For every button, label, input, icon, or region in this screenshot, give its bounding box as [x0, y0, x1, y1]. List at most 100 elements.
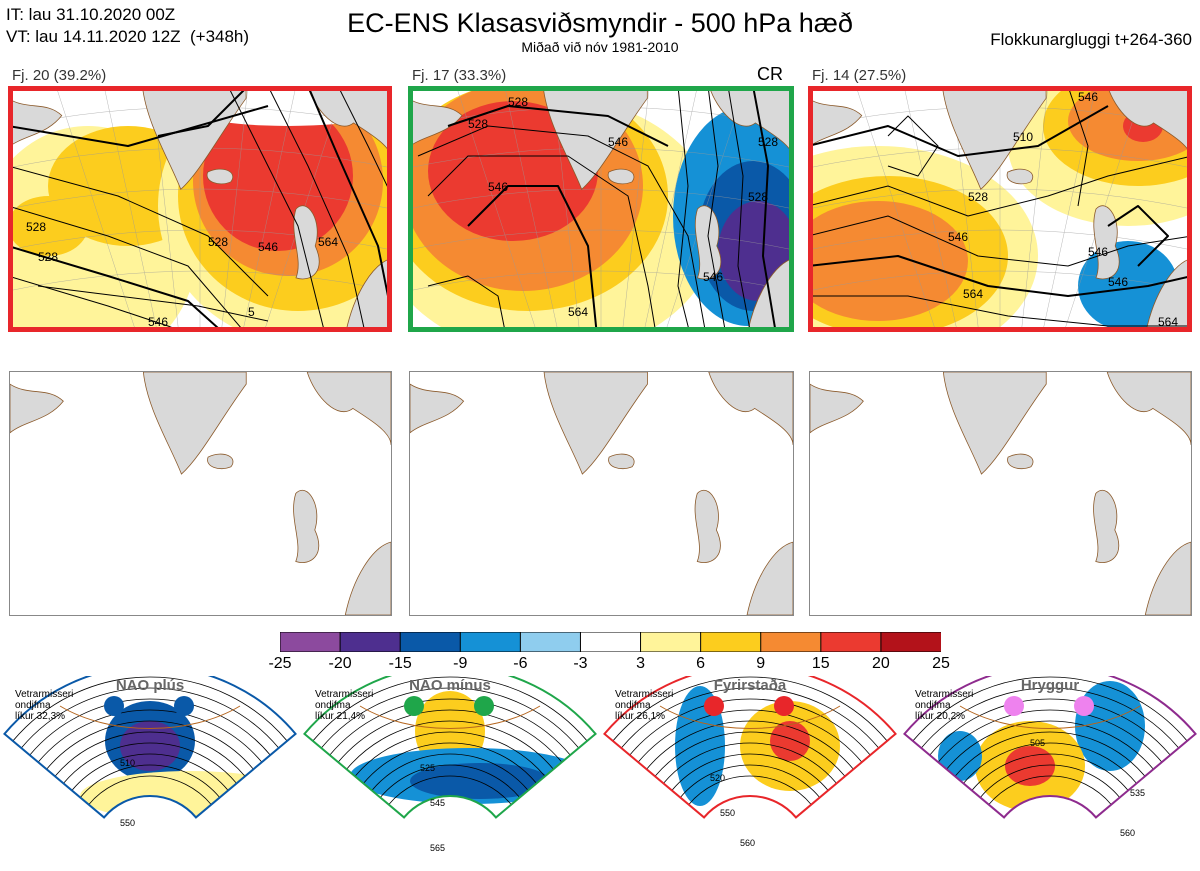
contour-label: 5 [248, 305, 255, 319]
regime-anomaly [675, 686, 725, 806]
regime-fan: 520 550 560 [603, 676, 897, 848]
colorbar-swatch [399, 631, 462, 653]
regime-line1: Vetrarmisseri [615, 689, 674, 700]
colorbar-swatch [880, 631, 943, 653]
contour-line [8, 105, 269, 147]
regime-fan: 525 545 565 [303, 676, 597, 853]
regime-fan: 505 535 560 [903, 676, 1197, 838]
colorbar-swatch [640, 631, 702, 653]
contour-label: 546 [1108, 275, 1128, 289]
regime-line1: Vetrarmisseri [15, 689, 74, 700]
regime-contour-label: 565 [430, 843, 445, 853]
regime-dot [1074, 696, 1094, 716]
regime-dot [1004, 696, 1024, 716]
contour-line [427, 275, 506, 332]
anomaly-shade [808, 201, 968, 321]
regime-dot [474, 696, 494, 716]
header-dates: IT: lau 31.10.2020 00Z VT: lau 14.11.2020… [6, 4, 249, 48]
contour-label: 564 [963, 287, 983, 301]
lower-map-3 [809, 371, 1192, 616]
contour-line [707, 86, 726, 332]
regime-anomaly [410, 763, 550, 799]
colorbar-swatch [579, 631, 642, 653]
regime-likur: líkur 21,4% [315, 711, 366, 722]
regime-line2: ondjfma [915, 700, 951, 711]
colorbar [279, 631, 943, 653]
contour-line [427, 155, 657, 332]
regime-dot [174, 696, 194, 716]
contour-line [808, 155, 1192, 217]
regime-anomaly [80, 771, 296, 818]
regime-title: Fyrirstaða [713, 677, 787, 694]
page-subtitle: Miðað við nóv 1981-2010 [521, 39, 679, 55]
contour-label: 528 [748, 190, 768, 204]
contour-label: 510 [1013, 130, 1033, 144]
contour-label: 546 [608, 135, 628, 149]
colorbar-tick-label: -9 [453, 655, 468, 672]
initial-time: IT: lau 31.10.2020 00Z [6, 5, 176, 24]
contour-line [267, 86, 366, 332]
regime-line2: ondjfma [15, 700, 51, 711]
contour-line [808, 295, 1192, 327]
valid-time: VT: lau 14.11.2020 12Z (+348h) [6, 27, 250, 46]
contour-label: 528 [208, 235, 228, 249]
regime-title: NAO mínus [409, 677, 491, 694]
contour-label: 546 [948, 230, 968, 244]
colorbar-swatch [339, 631, 402, 653]
contour-label: 528 [26, 220, 46, 234]
contour-label: 546 [148, 315, 168, 329]
cluster-map-1: 528 528 528 546 546 564 564 5 [8, 86, 392, 332]
colorbar-tick-label: -15 [388, 655, 412, 672]
contour-line [1067, 86, 1089, 207]
panel-label-2: Fj. 17 (33.3%) [412, 67, 507, 84]
regime-contour-label: 560 [1120, 828, 1135, 838]
regime-anomaly [120, 721, 180, 771]
anomaly-shade [203, 101, 353, 251]
colorbar-swatch [760, 631, 822, 653]
colorbar-tick-label: -3 [573, 655, 588, 672]
contour-label: 528 [468, 117, 488, 131]
colorbar-swatch [459, 631, 522, 653]
colorbar-tick-label: 15 [811, 655, 830, 672]
contour-label: 564 [1158, 315, 1178, 329]
colorbar-swatch [279, 631, 342, 653]
contour-line [307, 86, 392, 317]
colorbar-tick-label: 3 [636, 655, 645, 672]
regime-dot [704, 696, 724, 716]
anomaly-shade [428, 101, 598, 241]
contour-label: 564 [568, 305, 588, 319]
panel-tag-cr: CR [757, 64, 783, 84]
lower-map-1 [9, 371, 392, 616]
regime-likur: líkur 20,2% [915, 711, 966, 722]
regime-likur: líkur 26,1% [615, 711, 666, 722]
contour-label: 546 [488, 180, 508, 194]
contour-line [1107, 205, 1169, 267]
contour-line [8, 275, 185, 332]
regime-line2: ondjfma [315, 700, 351, 711]
contour-line [752, 86, 777, 332]
page-title: EC-ENS Klasasviðsmyndir - 500 hPa hæð [347, 8, 853, 38]
colorbar-tick-label: 6 [696, 655, 706, 672]
regime-line2: ondjfma [615, 700, 651, 711]
contour-line [8, 205, 246, 332]
contour-label: 546 [258, 240, 278, 254]
contour-line [447, 105, 669, 147]
colorbar-tick-label: -20 [328, 655, 352, 672]
contour-line [727, 86, 751, 332]
contour-line [887, 115, 939, 177]
regime-contour-label: 525 [420, 763, 435, 773]
regime-contour-label: 510 [120, 758, 135, 768]
regime-contour-label: 545 [430, 798, 445, 808]
regime-contour-label: 535 [1130, 788, 1145, 798]
contour-line [337, 86, 392, 197]
contour-line [37, 285, 269, 322]
colorbar-tick-label: -6 [513, 655, 528, 672]
contour-line [467, 185, 598, 332]
classification-window: Flokkunargluggi t+264-360 [990, 30, 1192, 49]
colorbar-swatch [519, 631, 582, 653]
contour-line [808, 255, 1192, 297]
regime-diagrams: 510 550 525 545 565 520 550 560 505 535 560 [3, 676, 1197, 853]
contour-line [677, 86, 691, 332]
regime-contour-label: 505 [1030, 738, 1045, 748]
regime-anomaly [1005, 746, 1055, 786]
